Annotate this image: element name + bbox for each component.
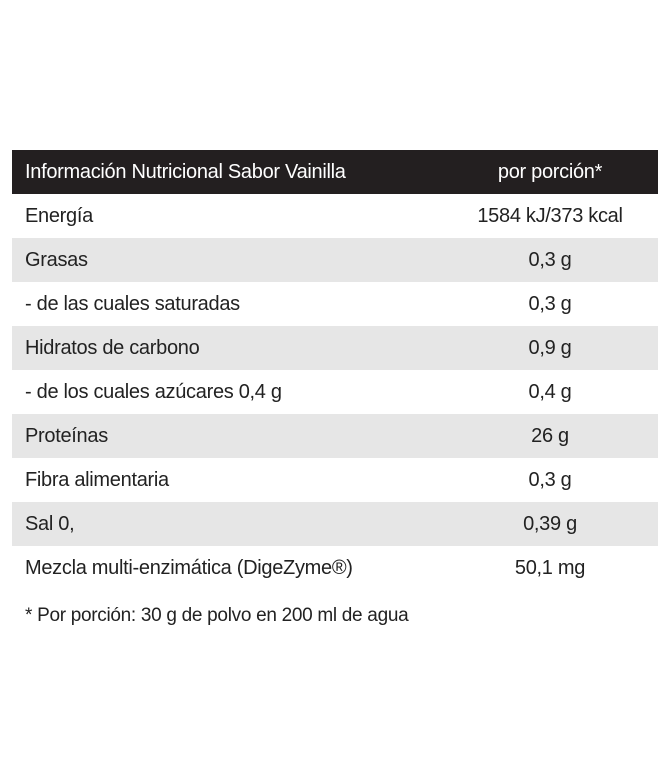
row-label-azucares: - de los cuales azúcares 0,4 g — [25, 380, 282, 403]
table-row: Mezcla multi-enzimática (DigeZyme®) 50,1… — [12, 546, 658, 590]
table-row: Fibra alimentaria 0,3 g — [12, 458, 658, 502]
portion-footnote: * Por porción: 30 g de polvo en 200 ml d… — [25, 605, 409, 626]
table-row: Proteínas 26 g — [12, 414, 658, 458]
row-label-sal: Sal 0, — [25, 512, 75, 535]
row-value-fibra: 0,3 g — [528, 468, 572, 491]
row-label-proteinas: Proteínas — [25, 424, 108, 447]
row-label-hidratos: Hidratos de carbono — [25, 336, 200, 359]
table-header-row: Información Nutricional Sabor Vainilla p… — [12, 150, 658, 194]
row-value-grasas: 0,3 g — [528, 248, 572, 271]
table-row: Hidratos de carbono 0,9 g — [12, 326, 658, 370]
table-row: Grasas 0,3 g — [12, 238, 658, 282]
row-value-energia: 1584 kJ/373 kcal — [477, 204, 623, 227]
table-row: Sal 0, 0,39 g — [12, 502, 658, 546]
row-label-energia: Energía — [25, 204, 93, 227]
row-label-saturadas: - de las cuales saturadas — [25, 292, 240, 315]
header-label: Información Nutricional Sabor Vainilla — [25, 160, 346, 183]
row-label-enzimas: Mezcla multi-enzimática (DigeZyme®) — [25, 556, 353, 579]
row-value-proteinas: 26 g — [531, 424, 569, 447]
table-row: Energía 1584 kJ/373 kcal — [12, 194, 658, 238]
table-row: - de las cuales saturadas 0,3 g — [12, 282, 658, 326]
row-label-fibra: Fibra alimentaria — [25, 468, 169, 491]
row-value-sal: 0,39 g — [523, 512, 577, 535]
table-row: - de los cuales azúcares 0,4 g 0,4 g — [12, 370, 658, 414]
row-value-azucares: 0,4 g — [528, 380, 572, 403]
row-label-grasas: Grasas — [25, 248, 88, 271]
row-value-saturadas: 0,3 g — [528, 292, 572, 315]
header-value: por porción* — [497, 160, 603, 183]
nutrition-table: Información Nutricional Sabor Vainilla p… — [12, 150, 658, 590]
row-value-enzimas: 50,1 mg — [514, 556, 586, 579]
row-value-hidratos: 0,9 g — [528, 336, 572, 359]
